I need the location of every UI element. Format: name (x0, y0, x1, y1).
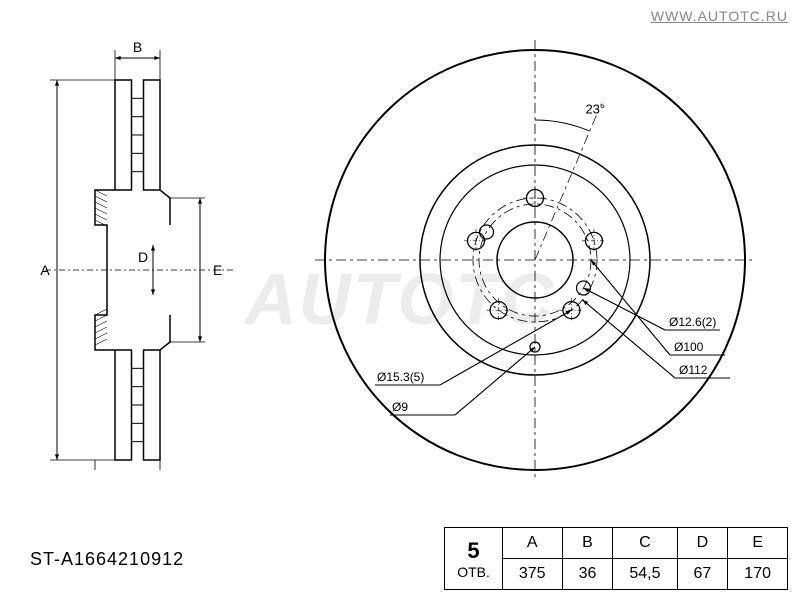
table-cell: 375 (502, 559, 562, 590)
table-cell: 36 (562, 559, 613, 590)
table-cell: 170 (728, 559, 788, 590)
holes-count: 5 (467, 538, 479, 564)
drawing-area: BCADE 23°Ø12.6(2)Ø100Ø112Ø15.3(5)Ø9 (5, 20, 795, 500)
svg-text:Ø100: Ø100 (674, 340, 704, 354)
svg-text:D: D (138, 249, 148, 265)
side-view-svg: BCADE (35, 40, 255, 470)
svg-text:Ø112: Ø112 (679, 363, 708, 377)
front-view-svg: 23° Ø12.6(2) Ø100 Ø112 Ø15.3(5) Ø9 (310, 35, 760, 485)
svg-text:Ø9: Ø9 (392, 400, 408, 414)
svg-text:23°: 23° (585, 101, 605, 116)
table-header: E (728, 528, 788, 559)
svg-text:Ø12.6(2): Ø12.6(2) (669, 315, 716, 329)
side-view: BCADE (35, 40, 255, 470)
table-header-row: ABCDE (502, 528, 787, 559)
table-header: D (677, 528, 728, 559)
svg-text:E: E (213, 262, 222, 278)
table-header: A (502, 528, 562, 559)
table-header: C (613, 528, 677, 559)
part-number: ST-A1664210912 (30, 549, 184, 570)
table-cell: 54,5 (613, 559, 677, 590)
dimensions-table-area: 5 ОТВ. ABCDE 3753654,567170 (444, 527, 788, 590)
holes-label: 5 ОТВ. (444, 527, 502, 590)
svg-text:Ø15.3(5): Ø15.3(5) (377, 370, 424, 384)
table-header: B (562, 528, 613, 559)
svg-text:A: A (40, 262, 50, 278)
svg-text:B: B (133, 40, 142, 55)
holes-unit: ОТВ. (457, 564, 490, 580)
dimensions-table: ABCDE 3753654,567170 (502, 527, 788, 590)
front-view: 23° Ø12.6(2) Ø100 Ø112 Ø15.3(5) Ø9 (310, 35, 760, 485)
table-value-row: 3753654,567170 (502, 559, 787, 590)
table-cell: 67 (677, 559, 728, 590)
